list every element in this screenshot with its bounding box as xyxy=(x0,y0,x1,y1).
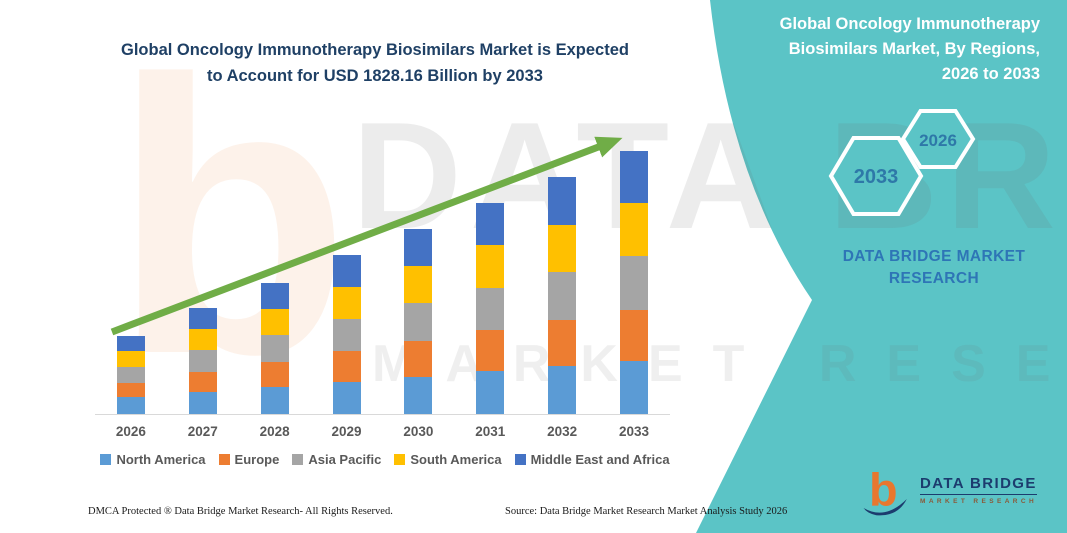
bar-segment xyxy=(476,203,505,246)
bar-segment xyxy=(404,340,433,377)
x-tick-label: 2027 xyxy=(187,424,218,439)
bar-segment xyxy=(116,383,145,397)
logo-b-icon: b xyxy=(863,463,907,516)
panel-title: Global Oncology Immunotherapy Biosimilar… xyxy=(740,12,1040,86)
legend-label: South America xyxy=(410,452,502,467)
bar-segment xyxy=(260,361,289,388)
bar-segment xyxy=(332,255,361,288)
x-tick-label: 2030 xyxy=(403,424,434,439)
bar-column-2026 xyxy=(95,120,167,414)
legend-item: Middle East and Africa xyxy=(514,452,670,467)
bar-segment xyxy=(620,151,649,204)
bar-segment xyxy=(260,387,289,414)
brand-caption-line2: RESEARCH xyxy=(888,270,980,288)
brand-caption: DATA BRIDGE MARKET RESEARCH xyxy=(830,246,1038,291)
bar-segment xyxy=(548,319,577,366)
bar-column-2032 xyxy=(526,120,598,414)
x-tick-label: 2029 xyxy=(331,424,362,439)
legend-label: Asia Pacific xyxy=(308,452,382,467)
legend-label: Middle East and Africa xyxy=(530,452,670,467)
stacked-bar-chart: 2026 2027 2028 2029 2030 2031 2032 2033 xyxy=(95,120,670,439)
legend-swatch xyxy=(514,454,526,465)
legend-label: North America xyxy=(116,452,206,467)
svg-text:b: b xyxy=(869,463,898,515)
bar-segment xyxy=(332,287,361,319)
bar-column-2027 xyxy=(167,120,239,414)
chart-title-line2: to Account for USD 1828.16 Billion by 20… xyxy=(207,66,543,85)
x-tick-label: 2026 xyxy=(115,424,146,439)
plot-area xyxy=(95,120,670,415)
hexagon-2033 xyxy=(828,136,924,216)
bar-segment xyxy=(188,329,217,351)
legend-item: Asia Pacific xyxy=(292,452,381,467)
bar-segment xyxy=(476,371,505,414)
bar-segment xyxy=(476,330,505,372)
bar-segment xyxy=(404,376,433,414)
x-tick-label: 2032 xyxy=(547,424,578,439)
chart-title-line1: Global Oncology Immunotherapy Biosimilar… xyxy=(121,41,629,59)
bar-segment xyxy=(116,336,145,351)
bar-segment xyxy=(260,282,289,310)
bar-segment xyxy=(620,309,649,361)
legend-swatch xyxy=(394,454,406,465)
legend-swatch xyxy=(218,454,230,465)
x-axis-labels: 2026 2027 2028 2029 2030 2031 2032 2033 xyxy=(95,415,670,439)
hexagon-badges: 2033 2026 xyxy=(828,109,976,216)
hexagon-2033-label: 2033 xyxy=(854,166,899,188)
legend-item: Europe xyxy=(218,452,280,467)
x-tick-label: 2031 xyxy=(475,424,506,439)
hexagon-2026-label: 2026 xyxy=(919,131,957,150)
legend-swatch xyxy=(292,454,304,465)
bar-segment xyxy=(548,366,577,414)
bar-column-2033 xyxy=(598,120,670,414)
bar-segment xyxy=(116,351,145,367)
bar-segment xyxy=(332,351,361,382)
bar-segment xyxy=(116,397,145,414)
bar-segment xyxy=(116,367,145,383)
company-logo: b DATA BRIDGE MARKET RESEARCH xyxy=(860,462,1038,518)
bar-segment xyxy=(332,381,361,414)
bar-segment xyxy=(188,350,217,372)
bar-segment xyxy=(548,224,577,273)
bar-segment xyxy=(260,335,289,362)
bar-segment xyxy=(476,287,505,331)
brand-caption-line1: DATA BRIDGE MARKET xyxy=(842,248,1026,265)
bar-column-2031 xyxy=(454,120,526,414)
bar-segment xyxy=(404,303,433,341)
legend-item: North America xyxy=(100,452,206,467)
bar-column-2029 xyxy=(311,120,383,414)
bar-segment xyxy=(188,371,217,393)
panel-title-line1: Global Oncology Immunotherapy xyxy=(779,15,1040,33)
bar-segment xyxy=(620,361,649,414)
logo-brand-text: DATA BRIDGE xyxy=(920,475,1038,495)
panel-title-line2: Biosimilars Market, By Regions, xyxy=(788,39,1040,58)
bar-segment xyxy=(188,308,217,330)
bar-segment xyxy=(548,176,577,225)
legend-swatch xyxy=(100,454,112,465)
legend-label: Europe xyxy=(234,452,280,467)
chart-legend: North America Europe Asia Pacific South Ame… xyxy=(95,452,675,467)
panel-title-line3: 2026 to 2033 xyxy=(941,64,1040,83)
bar-segment xyxy=(548,272,577,320)
legend-item: South America xyxy=(394,452,502,467)
x-tick-label: 2033 xyxy=(619,424,650,439)
chart-title: Global Oncology Immunotherapy Biosimilar… xyxy=(95,38,655,89)
bar-segment xyxy=(620,203,649,257)
logo-sub-text: MARKET RESEARCH xyxy=(920,498,1038,505)
x-tick-label: 2028 xyxy=(259,424,290,439)
dmca-notice: DMCA Protected ® Data Bridge Market Rese… xyxy=(88,506,393,517)
bar-column-2030 xyxy=(383,120,455,414)
bar-segment xyxy=(404,266,433,304)
bar-segment xyxy=(620,256,649,310)
bar-segment xyxy=(476,245,505,288)
hexagon-2026 xyxy=(900,109,976,169)
bar-segment xyxy=(332,318,361,352)
bar-column-2028 xyxy=(239,120,311,414)
bar-segment xyxy=(404,229,433,267)
source-note: Source: Data Bridge Market Research Mark… xyxy=(505,506,788,517)
bar-segment xyxy=(188,392,217,414)
bar-segment xyxy=(260,309,289,336)
